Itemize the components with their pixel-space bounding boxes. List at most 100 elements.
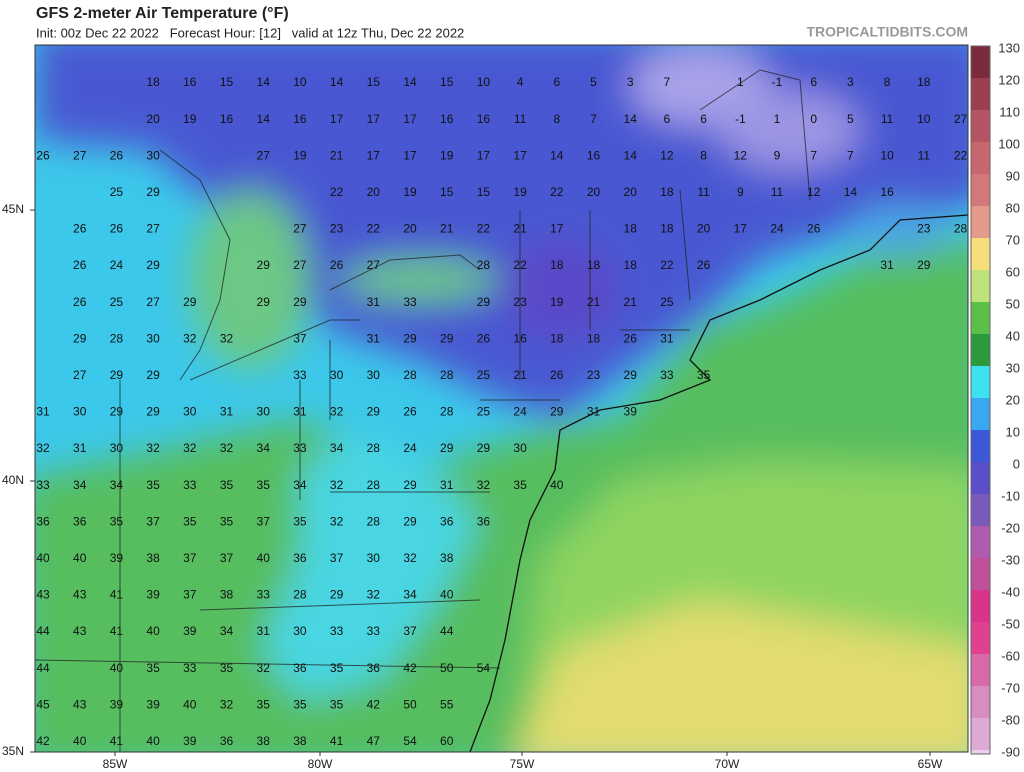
station-value: 32	[330, 478, 344, 492]
colorbar-segment	[971, 46, 990, 79]
station-value: 34	[257, 441, 271, 455]
title: GFS 2-meter Air Temperature (°F)	[36, 5, 289, 22]
colorbar-segment	[971, 334, 990, 367]
station-value: 32	[146, 441, 160, 455]
colorbar-label: -20	[1001, 520, 1020, 535]
station-value: 36	[73, 514, 87, 528]
station-value: 29	[73, 331, 87, 345]
station-value: 21	[330, 148, 344, 162]
station-value: 34	[293, 478, 307, 492]
station-value: 20	[587, 185, 601, 199]
station-value: 11	[881, 112, 894, 126]
station-value: 29	[293, 295, 307, 309]
station-value: 17	[477, 148, 491, 162]
station-value: 29	[146, 368, 160, 382]
station-value: 31	[73, 441, 87, 455]
station-value: 33	[403, 295, 417, 309]
station-value: 36	[477, 514, 491, 528]
station-value: 29	[440, 441, 454, 455]
station-value: 16	[440, 112, 454, 126]
colorbar-label: -40	[1001, 584, 1020, 599]
station-value: 26	[550, 368, 564, 382]
station-value: 39	[146, 697, 160, 711]
station-value: 8	[553, 112, 560, 126]
station-value: 14	[257, 75, 271, 89]
station-value: 24	[403, 441, 417, 455]
station-value: 32	[183, 331, 197, 345]
station-value: 37	[403, 624, 417, 638]
colorbar-segment	[971, 398, 990, 431]
colorbar-segment	[971, 686, 990, 719]
station-value: 28	[367, 441, 381, 455]
station-value: 33	[330, 624, 344, 638]
station-value: 7	[664, 75, 671, 89]
station-value: 29	[146, 405, 160, 419]
lon-label: 75W	[510, 757, 535, 771]
station-value: 23	[917, 222, 931, 236]
station-value: 19	[293, 148, 307, 162]
station-value: 19	[513, 185, 527, 199]
station-value: 33	[183, 661, 197, 675]
station-value: 38	[440, 551, 454, 565]
station-value: 23	[513, 295, 527, 309]
station-value: 29	[183, 295, 197, 309]
station-value: 18	[587, 258, 601, 272]
station-value: 21	[440, 222, 454, 236]
station-value: 40	[550, 478, 564, 492]
station-value: 23	[587, 368, 601, 382]
station-value: 26	[73, 295, 87, 309]
station-value: 29	[257, 258, 271, 272]
station-value: 1	[737, 75, 744, 89]
station-value: 12	[807, 185, 821, 199]
station-value: 17	[403, 112, 417, 126]
station-value: 38	[220, 588, 234, 602]
colorbar-segment	[971, 270, 990, 303]
station-value: 18	[624, 258, 638, 272]
station-value: 40	[183, 697, 197, 711]
station-value: 14	[403, 75, 417, 89]
colorbar-segment	[971, 238, 990, 271]
station-value: 32	[330, 514, 344, 528]
colorbar-label: 30	[1006, 360, 1020, 375]
station-value: 17	[513, 148, 527, 162]
station-value: 22	[513, 258, 527, 272]
station-value: 29	[110, 368, 124, 382]
colorbar-label: 10	[1006, 424, 1020, 439]
station-value: 3	[847, 75, 854, 89]
station-value: 29	[477, 295, 491, 309]
station-value: 20	[624, 185, 638, 199]
station-value: 32	[220, 697, 234, 711]
station-value: 31	[440, 478, 454, 492]
station-value: 37	[293, 331, 307, 345]
station-value: 38	[293, 734, 307, 748]
station-value: 28	[440, 368, 454, 382]
station-value: 14	[844, 185, 858, 199]
lat-label: 40N	[2, 473, 24, 487]
station-value: 45	[36, 697, 50, 711]
station-value: 47	[367, 734, 381, 748]
station-value: 14	[257, 112, 271, 126]
station-value: 22	[550, 185, 564, 199]
colorbar-segment	[971, 110, 990, 143]
station-value: 41	[110, 734, 124, 748]
station-value: 11	[918, 148, 931, 162]
station-value: 43	[73, 588, 87, 602]
lat-label: 45N	[2, 202, 24, 216]
station-value: 31	[587, 405, 601, 419]
map-frame	[34, 44, 969, 753]
station-value: 10	[477, 75, 491, 89]
station-value: 30	[367, 368, 381, 382]
station-value: 21	[513, 222, 527, 236]
colorbar-frame	[970, 45, 991, 755]
station-value: 30	[183, 405, 197, 419]
station-value: 18	[624, 222, 638, 236]
station-value: 20	[367, 185, 381, 199]
colorbar-label: 50	[1006, 296, 1020, 311]
station-value: 42	[367, 697, 381, 711]
station-value: 34	[73, 478, 87, 492]
station-value: 15	[477, 185, 491, 199]
station-value: 50	[440, 661, 454, 675]
colorbar-segment	[971, 174, 990, 207]
station-value: 6	[553, 75, 560, 89]
colorbar-segment	[971, 494, 990, 527]
